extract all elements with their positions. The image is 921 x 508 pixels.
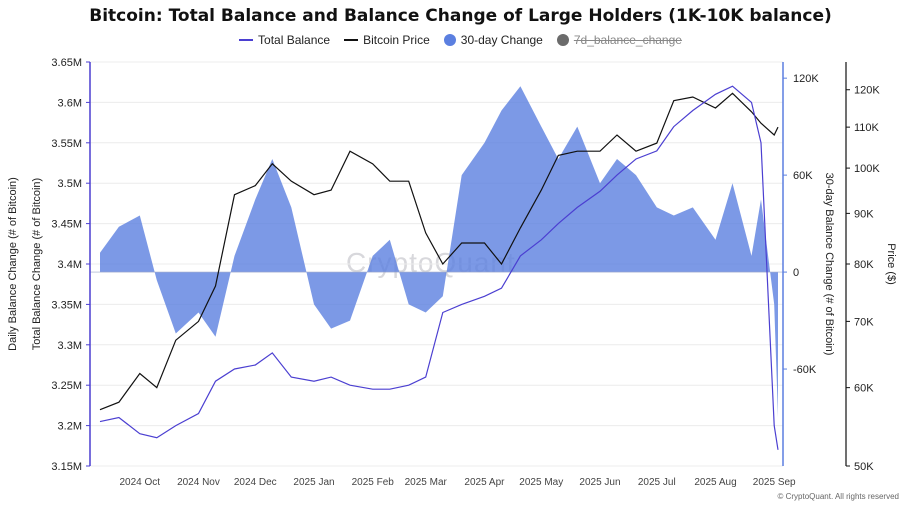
left-axis-tick-label: 3.35M — [51, 299, 82, 311]
price-axis-tick-label: 50K — [854, 461, 874, 473]
left-axis-tick-label: 3.2M — [58, 421, 82, 433]
price-axis-tick-label: 60K — [854, 383, 874, 395]
legend-label-30-day-change: 30-day Change — [460, 33, 543, 47]
right-axis-tick-label: -60K — [793, 364, 817, 376]
x-axis-tick-label: 2025 Aug — [694, 477, 736, 488]
copyright-text: CryptoQuant. All rights reserved — [785, 492, 899, 501]
left-axis-tick-label: 3.45M — [51, 219, 82, 231]
x-axis-tick-label: 2024 Nov — [177, 477, 220, 488]
left-axis-tick-label: 3.15M — [51, 461, 82, 473]
left-axis-tick-label: 3.25M — [51, 380, 82, 392]
price-axis-tick-label: 90K — [854, 208, 874, 220]
left-axis-tick-label: 3.3M — [58, 340, 82, 352]
x-axis-tick-label: 2025 Jun — [579, 477, 620, 488]
x-axis-tick-label: 2025 Apr — [464, 477, 505, 488]
right-axis-tick-label: 60K — [793, 170, 813, 182]
price-axis-tick-label: 100K — [854, 163, 880, 175]
left-axis-tick-label: 3.55M — [51, 138, 82, 150]
right-axis-tick-label: 0 — [793, 267, 799, 279]
legend-label-7d-balance-change: 7d_balance_change — [573, 33, 682, 47]
price-axis-title: Price ($) — [885, 243, 897, 285]
x-axis-tick-label: 2025 Feb — [352, 477, 395, 488]
x-axis-tick-label: 2025 Sep — [753, 477, 796, 488]
left-axis-outer-title: Daily Balance Change (# of Bitcoin) — [7, 177, 19, 351]
legend-label-bitcoin-price: Bitcoin Price — [363, 33, 430, 47]
x-axis-tick-label: 2025 Jul — [638, 477, 676, 488]
x-axis-tick-label: 2025 May — [519, 477, 563, 488]
price-axis-tick-label: 120K — [854, 85, 880, 97]
legend-swatch-bitcoin-price — [344, 39, 359, 41]
left-axis-tick-label: 3.5M — [58, 178, 82, 190]
legend-swatch-7d-balance-change — [556, 34, 569, 46]
legend-item-bitcoin-price[interactable]: Bitcoin Price — [344, 33, 430, 47]
copyright-icon: © — [777, 492, 784, 501]
right-axis-tick-label: 120K — [793, 73, 819, 85]
legend-item-30-day-change[interactable]: 30-day Change — [443, 33, 543, 47]
x-axis-tick-label: 2024 Oct — [119, 477, 160, 488]
price-axis-tick-label: 70K — [854, 316, 874, 328]
copyright-footer: © CryptoQuant. All rights reserved — [777, 492, 899, 501]
left-axis-tick-label: 3.4M — [58, 259, 82, 271]
chart-title: Bitcoin: Total Balance and Balance Chang… — [89, 6, 832, 26]
x-axis-tick-label: 2024 Dec — [234, 477, 277, 488]
legend-label-total-balance: Total Balance — [258, 33, 331, 47]
legend-swatch-total-balance — [239, 39, 254, 41]
legend-item-total-balance[interactable]: Total Balance — [239, 33, 330, 47]
price-axis-tick-label: 110K — [854, 122, 880, 134]
legend-swatch-30-day-change — [443, 34, 456, 46]
watermark: CryptoQuant — [346, 247, 516, 278]
left-axis-tick-label: 3.65M — [51, 57, 82, 69]
chart-legend: Total Balance Bitcoin Price 30-day Chang… — [0, 33, 921, 47]
left-axis-title: Total Balance Change (# of Bitcoin) — [31, 178, 43, 350]
x-axis-tick-label: 2025 Mar — [405, 477, 448, 488]
legend-item-7d-balance-change[interactable]: 7d_balance_change — [556, 33, 682, 47]
price-axis-tick-label: 80K — [854, 259, 874, 271]
right-axis-title: 30-day Balance Change (# of Bitcoin) — [823, 173, 835, 356]
x-axis-tick-label: 2025 Jan — [293, 477, 334, 488]
left-axis-tick-label: 3.6M — [58, 97, 82, 109]
